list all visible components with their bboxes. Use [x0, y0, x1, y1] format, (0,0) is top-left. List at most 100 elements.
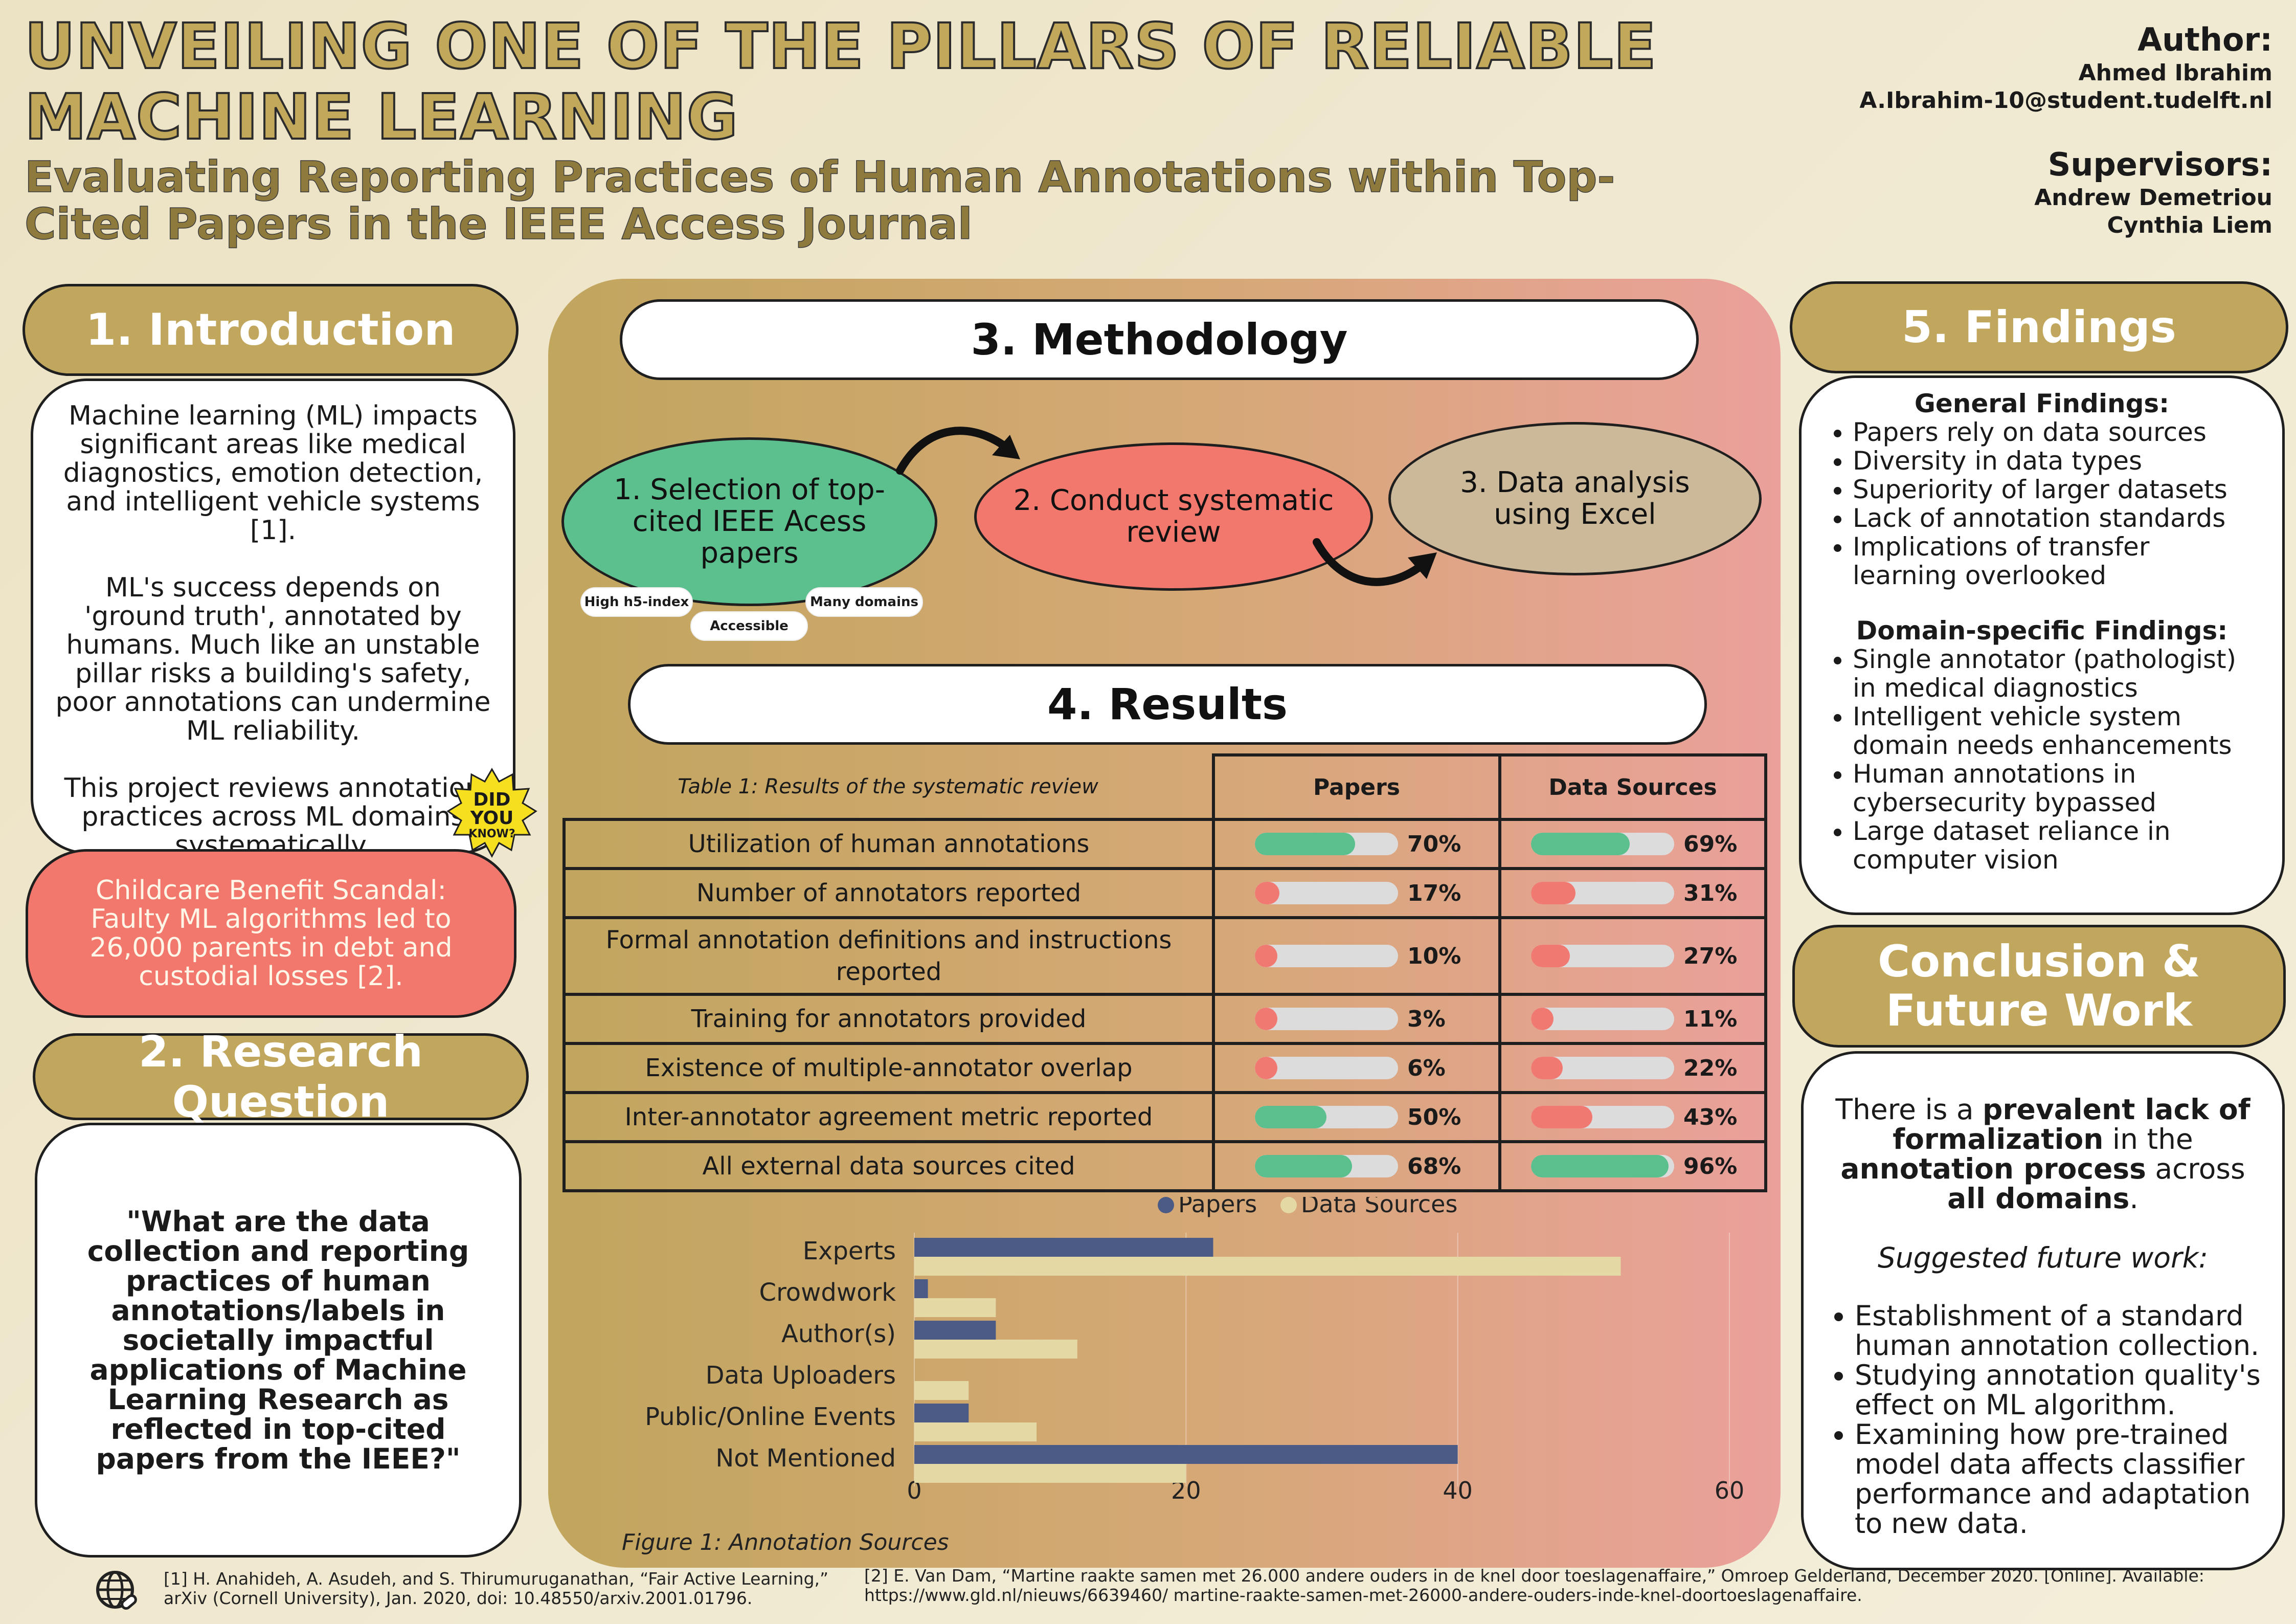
- bar-data-sources: [914, 1257, 1621, 1276]
- supervisor-name: Cynthia Liem: [2107, 212, 2272, 238]
- author-block: Author: Ahmed Ibrahim A.Ibrahim-10@stude…: [1812, 20, 2272, 239]
- methodology-tag: Many domains: [805, 587, 923, 617]
- supervisor-name: Andrew Demetriou: [2034, 185, 2272, 211]
- sources-bar-cell: 11%: [1498, 993, 1767, 1045]
- bar-papers: [914, 1279, 928, 1298]
- methodology-step-text: 3. Data analysis using Excel: [1460, 466, 1690, 531]
- future-work-item: Examining how pre-trained model data aff…: [1855, 1420, 2267, 1539]
- methodology-step-text: 2. Conduct systematic review: [1013, 484, 1334, 549]
- did-you-know-line: KNOW?: [468, 828, 515, 840]
- bar-papers: [914, 1445, 1458, 1464]
- papers-bar-fill: [1255, 1155, 1353, 1177]
- conclusion-card: There is a prevalent lack of formalizati…: [1801, 1051, 2285, 1570]
- domain-finding-item: Human annotations in cybersecurity bypas…: [1853, 760, 2262, 817]
- papers-bar-fill: [1255, 1106, 1326, 1128]
- sources-bar-fill: [1531, 945, 1570, 967]
- starburst-icon: [446, 768, 537, 858]
- category-label: Experts: [803, 1237, 896, 1265]
- supervisors-label: Supervisors:: [2047, 146, 2272, 183]
- general-findings-title: General Findings:: [1914, 389, 2170, 418]
- methodology-tag-text: High h5-index: [584, 594, 689, 610]
- introduction-heading: 1. Introduction: [22, 284, 519, 376]
- papers-bar-track: [1255, 1155, 1398, 1177]
- papers-bar-fill: [1255, 1057, 1277, 1079]
- reference-1: [1] H. Anahideh, A. Asudeh, and S. Thiru…: [164, 1569, 829, 1608]
- sources-bar-cell: 43%: [1498, 1091, 1767, 1143]
- papers-bar-cell: 50%: [1212, 1091, 1501, 1143]
- category-label: Crowdwork: [759, 1278, 896, 1307]
- general-finding-item: Diversity in data types: [1853, 447, 2262, 475]
- papers-bar-fill: [1255, 945, 1277, 967]
- papers-bar-cell: 17%: [1212, 867, 1501, 919]
- papers-bar-percent: 10%: [1407, 943, 1461, 969]
- legend-label: Data Sources: [1301, 1197, 1457, 1218]
- findings-card: General Findings: Papers rely on data so…: [1799, 375, 2285, 915]
- general-finding-item: Superiority of larger datasets: [1853, 475, 2262, 504]
- future-work-title: Suggested future work:: [1877, 1241, 2209, 1274]
- results-heading-text: 4. Results: [1047, 679, 1288, 729]
- papers-bar-percent: 17%: [1407, 880, 1461, 906]
- conclusion-heading-text: Conclusion & Future Work: [1877, 936, 2201, 1036]
- conclusion-heading: Conclusion & Future Work: [1792, 925, 2286, 1048]
- fact-text: Childcare Benefit Scandal: Faulty ML alg…: [89, 875, 453, 992]
- methodology-step-2: 2. Conduct systematic review: [974, 442, 1373, 591]
- papers-bar-cell: 10%: [1212, 916, 1501, 996]
- introduction-card: Machine learning (ML) impacts significan…: [31, 379, 515, 860]
- metric-label: All external data sources cited: [562, 1140, 1215, 1192]
- sources-bar-track: [1531, 1057, 1674, 1079]
- sources-bar-track: [1531, 1155, 1674, 1177]
- did-you-know-line: DID: [473, 789, 511, 810]
- metric-label: Inter-annotator agreement metric reporte…: [562, 1091, 1215, 1143]
- table-row: Number of annotators reported 17% 31%: [562, 867, 1767, 919]
- figure-caption: Figure 1: Annotation Sources: [622, 1529, 949, 1555]
- metric-label: Training for annotators provided: [562, 993, 1215, 1045]
- x-tick-label: 40: [1443, 1477, 1473, 1504]
- papers-bar-track: [1255, 833, 1398, 855]
- table-row: Inter-annotator agreement metric reporte…: [562, 1091, 1767, 1143]
- poster-title: UNVEILING ONE OF THE PILLARS OF RELIABLE…: [24, 10, 1657, 153]
- sources-bar-track: [1531, 945, 1674, 967]
- sources-bar-fill: [1531, 1057, 1563, 1079]
- sources-bar-percent: 27%: [1683, 943, 1738, 969]
- methodology-step-text: 1. Selection of top-cited IEEE Acess pap…: [614, 473, 885, 570]
- metric-label: Utilization of human annotations: [562, 818, 1215, 870]
- sources-bar-percent: 43%: [1683, 1104, 1738, 1130]
- introduction-paragraph: This project reviews annotation practice…: [64, 773, 482, 861]
- domain-finding-item: Intelligent vehicle system domain needs …: [1853, 702, 2262, 760]
- category-label: Data Uploaders: [706, 1361, 896, 1390]
- methodology-step-3: 3. Data analysis using Excel: [1388, 422, 1762, 575]
- table-row: Utilization of human annotations 70% 69%: [562, 818, 1767, 870]
- introduction-paragraph: Machine learning (ML) impacts significan…: [63, 401, 483, 546]
- category-label: Author(s): [781, 1320, 896, 1348]
- table-caption: Table 1: Results of the systematic revie…: [678, 774, 1098, 798]
- poster-subtitle: Evaluating Reporting Practices of Human …: [24, 152, 1615, 249]
- sources-bar-percent: 22%: [1683, 1055, 1738, 1081]
- results-table: Table 1: Results of the systematic revie…: [562, 753, 1767, 1192]
- sources-bar-fill: [1531, 1106, 1593, 1128]
- papers-bar-track: [1255, 945, 1398, 967]
- sources-bar-percent: 11%: [1683, 1006, 1738, 1032]
- general-finding-item: Papers rely on data sources: [1853, 418, 2262, 447]
- methodology-heading: 3. Methodology: [620, 299, 1699, 380]
- bar-papers: [914, 1238, 1213, 1257]
- research-question-heading: 2. Research Question: [33, 1027, 529, 1127]
- x-tick-label: 60: [1715, 1477, 1745, 1504]
- author-label: Author:: [2137, 21, 2272, 58]
- findings-heading-text: 5. Findings: [1902, 302, 2176, 353]
- papers-bar-percent: 68%: [1407, 1153, 1461, 1180]
- bar-data-sources: [914, 1298, 996, 1317]
- methodology-tag-text: Many domains: [810, 594, 918, 610]
- papers-bar-percent: 70%: [1407, 831, 1461, 857]
- papers-bar-percent: 50%: [1407, 1104, 1461, 1130]
- sources-bar-fill: [1531, 882, 1575, 904]
- conclusion-text-bold: all domains: [1947, 1182, 2130, 1215]
- sources-bar-cell: 27%: [1498, 916, 1767, 996]
- introduction-body: Machine learning (ML) impacts significan…: [53, 402, 493, 860]
- general-findings-list: Papers rely on data sourcesDiversity in …: [1822, 418, 2262, 590]
- conclusion-statement: There is a prevalent lack of formalizati…: [1819, 1095, 2267, 1213]
- papers-bar-track: [1255, 1057, 1398, 1079]
- papers-bar-cell: 70%: [1212, 818, 1501, 870]
- papers-bar-percent: 3%: [1407, 1006, 1446, 1032]
- papers-bar-cell: 68%: [1212, 1140, 1501, 1192]
- sources-bar-cell: 69%: [1498, 818, 1767, 870]
